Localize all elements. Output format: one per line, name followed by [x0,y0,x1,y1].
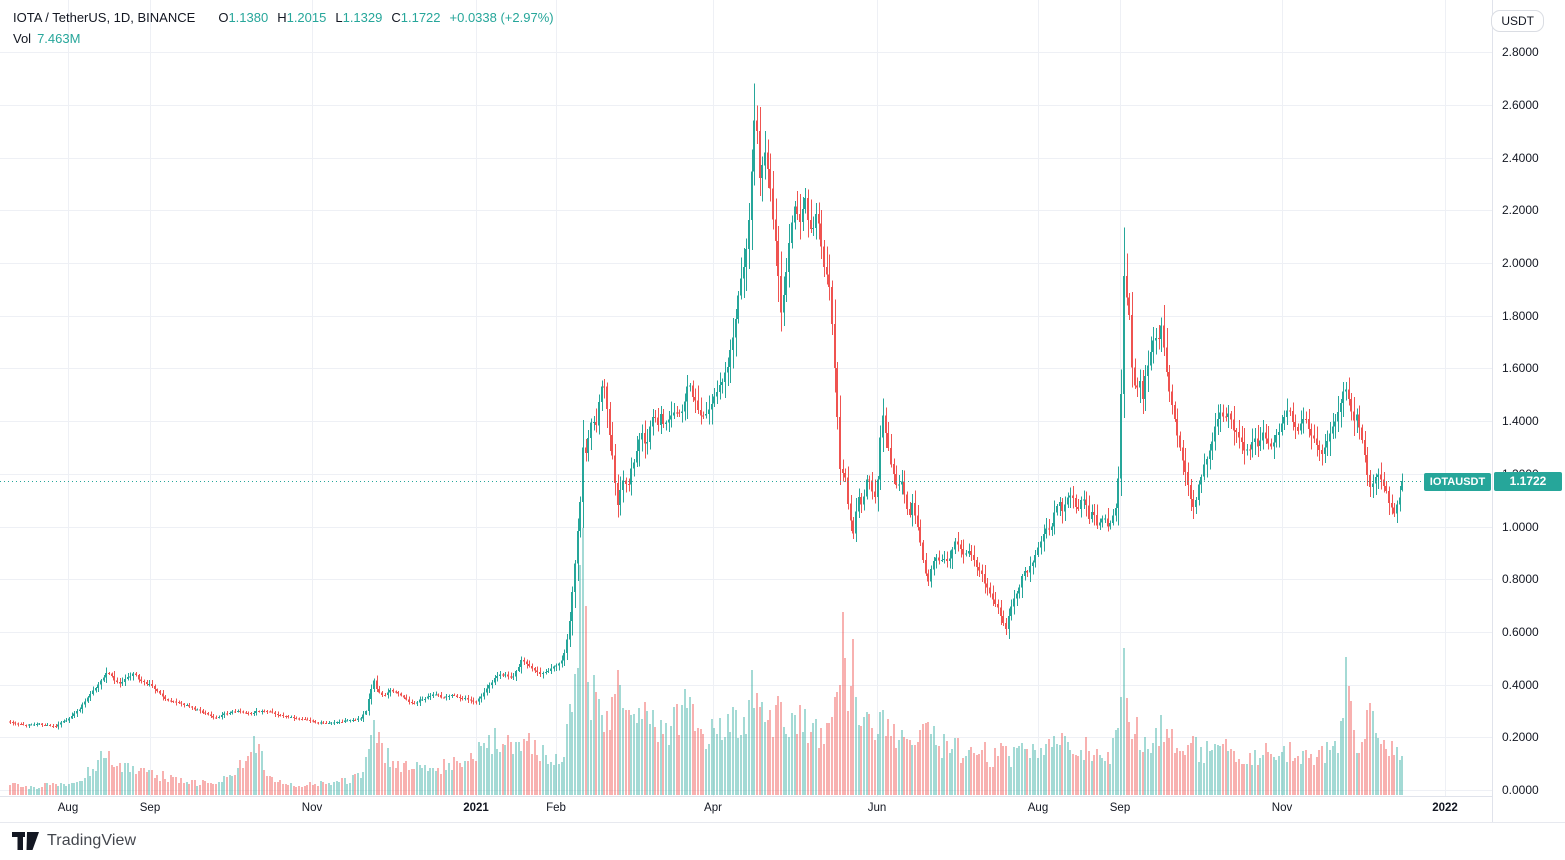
price-tick-label: 1.6000 [1502,361,1539,376]
high-label: H [277,10,287,25]
current-price-badge: 1.1722 [1494,472,1562,491]
time-tick-label: 2021 [463,802,489,814]
vertical-gridlines [68,0,1446,796]
high-value: 1.2015 [286,10,327,25]
widget-bottom-border [0,822,1565,823]
price-tick-label: 1.0000 [1502,519,1539,534]
horizontal-gridlines [0,52,1492,791]
price-tick-label: 1.8000 [1502,308,1539,323]
price-tick-label: 2.4000 [1502,150,1539,165]
time-tick-label: Sep [1109,802,1131,814]
tradingview-attribution-link[interactable]: TradingView [12,832,136,850]
close-label: C [391,10,401,25]
volume-label: Vol [13,31,32,46]
time-tick-label: Aug [57,802,79,814]
symbol-title: IOTA / TetherUS, 1D, BINANCE [13,10,196,25]
price-tick-label: 0.8000 [1502,572,1539,587]
price-line-symbol-badge: IOTAUSDT [1424,472,1491,491]
tradingview-wordmark: TradingView [47,832,137,849]
low-label: L [335,10,343,25]
low-value: 1.1329 [342,10,383,25]
price-tick-label: 2.6000 [1502,97,1539,112]
currency-toggle-button[interactable]: USDT [1491,10,1544,32]
time-tick-label: 2022 [1432,802,1458,814]
time-tick-label: Nov [301,802,323,814]
volume-value: 7.463M [37,31,81,46]
open-value: 1.1380 [228,10,269,25]
time-tick-label: Nov [1271,802,1293,814]
time-tick-label: Apr [704,802,722,814]
change-value: +0.0338 (+2.97%) [449,10,554,25]
candlestick-chart [0,0,1492,796]
price-axis[interactable]: 2.8000 2.6000 2.4000 2.2000 2.0000 1.8000 1.60… [1492,0,1565,822]
candles [9,83,1403,730]
volume-bars [9,528,1403,795]
legend-row-main: IOTA / TetherUS, 1D, BINANCE O1.1380 H1.20… [13,7,554,28]
price-tick-label: 2.8000 [1502,45,1539,60]
close-value: 1.1722 [400,10,441,25]
chart-pane[interactable]: IOTA / TetherUS, 1D, BINANCE O1.1380 H1.20… [0,0,1492,796]
time-axis[interactable]: Aug Sep Nov 2021 Feb Apr Jun Aug Sep Nov 2022 [0,796,1492,823]
time-tick-label: Jun [867,802,887,814]
price-tick-label: 2.2000 [1502,203,1539,218]
time-tick-label: Sep [139,802,161,814]
time-tick-label: Feb [546,802,566,814]
symbol-legend: IOTA / TetherUS, 1D, BINANCE O1.1380 H1.20… [13,7,554,49]
legend-row-volume: Vol 7.463M [13,28,554,49]
price-tick-label: 0.0000 [1502,783,1539,797]
price-tick-label: 0.4000 [1502,677,1539,692]
price-tick-label: 2.0000 [1502,256,1539,270]
price-tick-label: 1.4000 [1502,414,1539,429]
open-label: O [218,10,229,25]
time-tick-label: Aug [1027,802,1049,814]
tradingview-logo-icon [12,832,39,850]
price-tick-label: 0.2000 [1502,730,1539,745]
price-tick-label: 0.6000 [1502,624,1539,639]
